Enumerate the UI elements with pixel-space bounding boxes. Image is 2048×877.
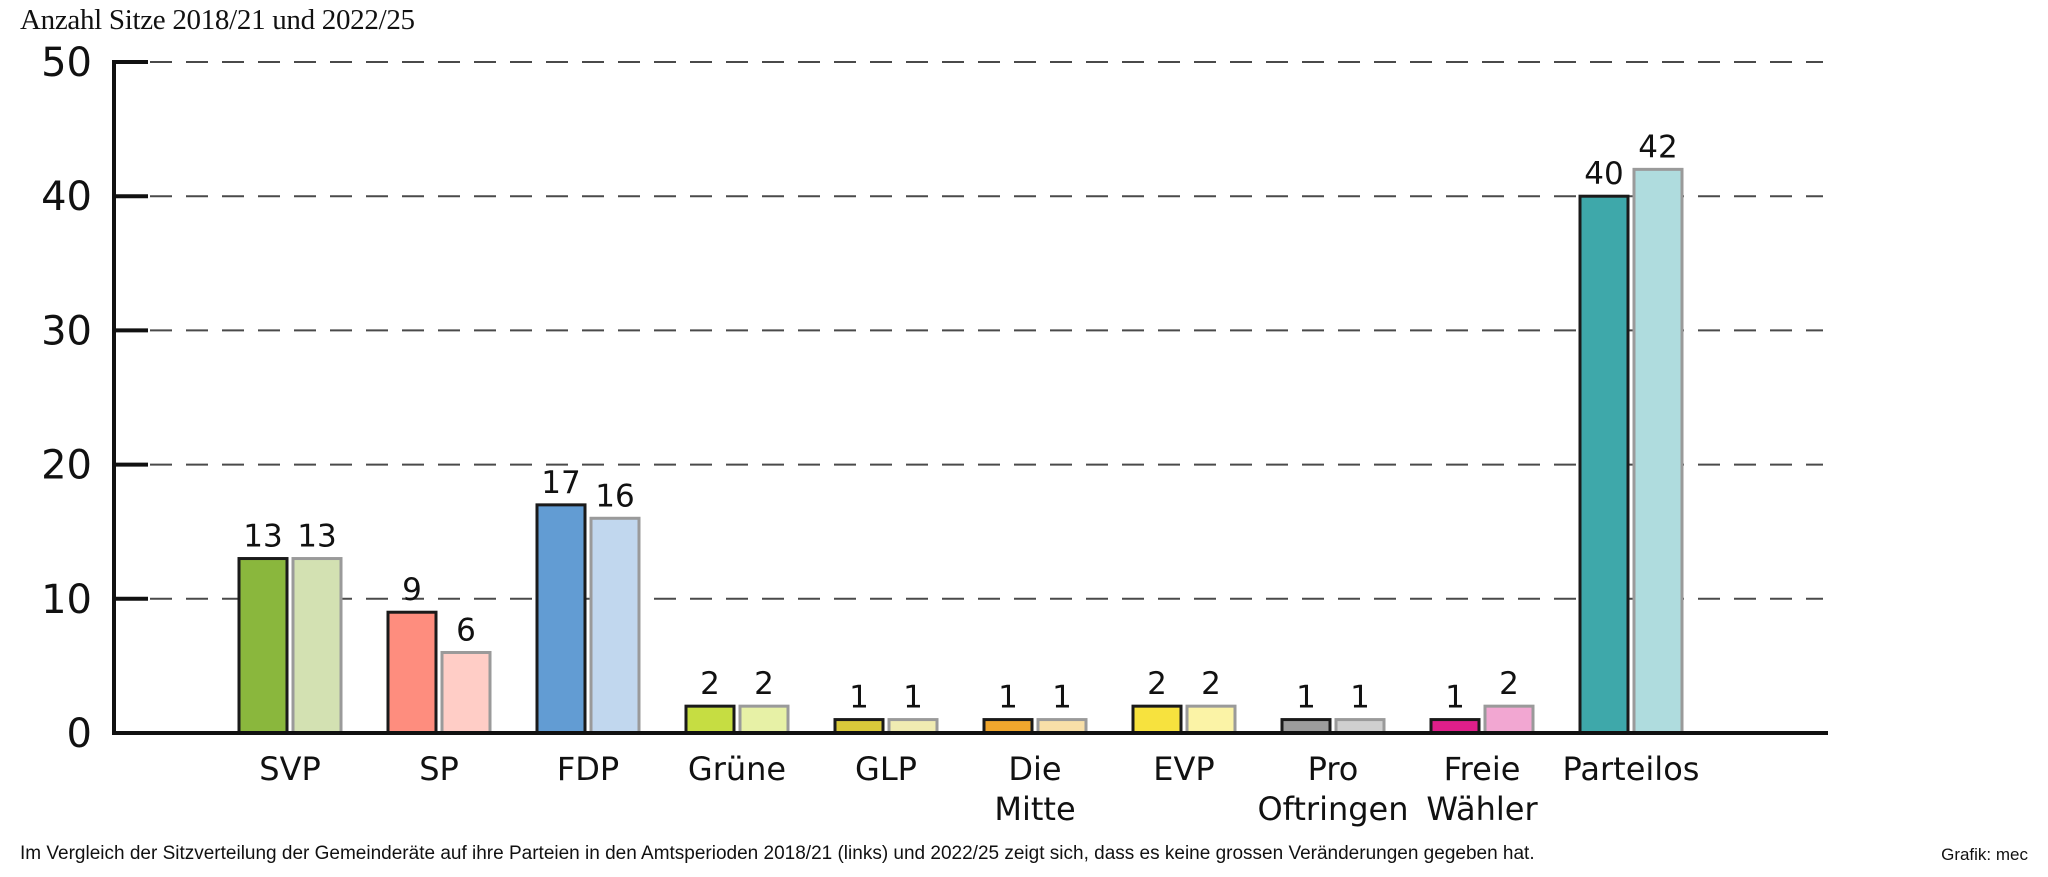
category-label: Grüne — [688, 750, 786, 788]
category-label: Parteilos — [1563, 750, 1700, 788]
data-label: 2 — [1499, 666, 1519, 702]
data-label: 13 — [243, 519, 282, 555]
bar-2022 — [1632, 167, 1684, 735]
data-label: 17 — [541, 465, 580, 501]
data-label: 1 — [1052, 680, 1072, 716]
data-label: 6 — [456, 612, 476, 648]
bar-2022 — [1036, 718, 1088, 735]
category-label: FDP — [557, 750, 619, 788]
data-label: 16 — [595, 478, 634, 514]
data-label: 2 — [1147, 666, 1167, 702]
data-label: 13 — [297, 519, 336, 555]
bar-2022 — [589, 516, 641, 735]
category-label: Pro Oftringen — [1257, 750, 1408, 828]
category-label: Freie Wähler — [1426, 750, 1538, 828]
category-label: SVP — [259, 750, 321, 788]
data-label: 1 — [1445, 680, 1465, 716]
y-tick-label: 20 — [41, 443, 92, 489]
data-label: 2 — [1201, 666, 1221, 702]
bar-2022 — [291, 557, 343, 735]
category-label: SP — [419, 750, 459, 788]
bar-2022 — [440, 650, 492, 735]
data-label: 1 — [998, 680, 1018, 716]
category-label: GLP — [855, 750, 917, 788]
bar-2022 — [887, 718, 939, 735]
data-label: 9 — [402, 572, 422, 608]
y-tick-label: 10 — [41, 577, 92, 623]
bar-2018 — [684, 704, 736, 735]
bar-2018 — [1578, 194, 1630, 735]
data-label: 1 — [903, 680, 923, 716]
bar-2018 — [1131, 704, 1183, 735]
chart-caption: Im Vergleich der Sitzverteilung der Geme… — [20, 843, 1535, 864]
category-label: EVP — [1153, 750, 1214, 788]
bar-2022 — [738, 704, 790, 735]
bar-2018 — [237, 557, 289, 735]
y-tick-label: 40 — [41, 174, 92, 220]
bar-2018 — [982, 718, 1034, 735]
bar-2018 — [833, 718, 885, 735]
bar-2018 — [1429, 718, 1481, 735]
y-tick-label: 0 — [67, 711, 92, 757]
data-label: 2 — [754, 666, 774, 702]
bar-2018 — [535, 503, 587, 735]
data-label: 1 — [1296, 680, 1316, 716]
data-label: 2 — [700, 666, 720, 702]
data-label: 40 — [1584, 156, 1623, 192]
data-label: 1 — [1350, 680, 1370, 716]
data-label: 1 — [849, 680, 869, 716]
bar-2018 — [1280, 718, 1332, 735]
bar-2018 — [386, 610, 438, 735]
y-tick-label: 50 — [41, 40, 92, 86]
category-label: Die Mitte — [994, 750, 1075, 828]
bar-2022 — [1185, 704, 1237, 735]
y-tick-label: 30 — [41, 308, 92, 354]
chart-title: Anzahl Sitze 2018/21 und 2022/25 — [20, 4, 415, 36]
bar-2022 — [1334, 718, 1386, 735]
bar-2022 — [1483, 704, 1535, 735]
chart-credit: Grafik: mec — [1941, 845, 2028, 864]
data-label: 42 — [1638, 129, 1677, 165]
